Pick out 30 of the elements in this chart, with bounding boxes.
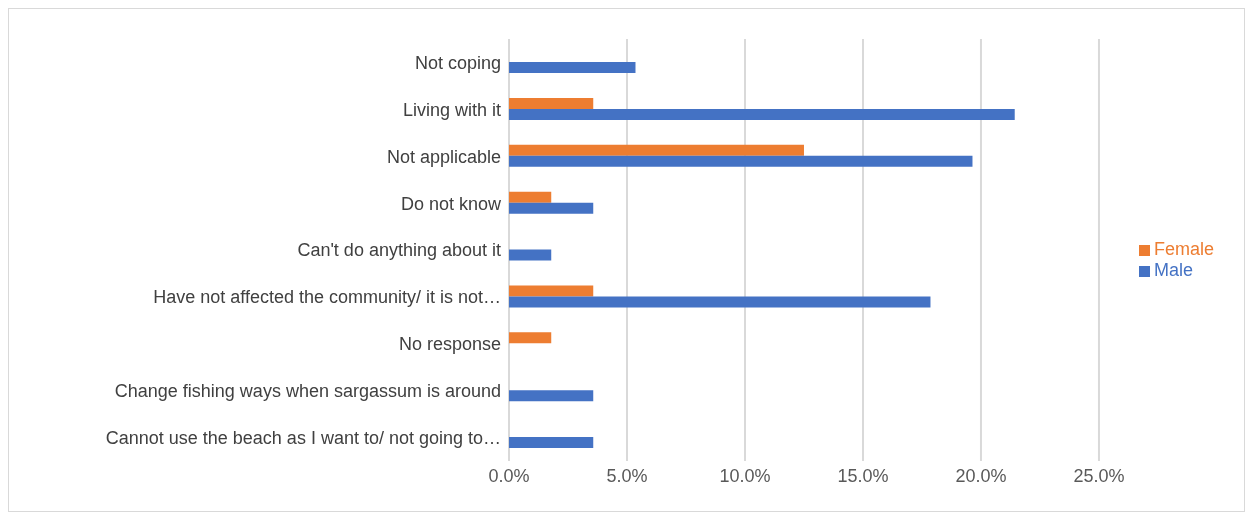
bar [509, 249, 552, 261]
bar [509, 202, 594, 214]
x-tick-label: 15.0% [837, 465, 889, 486]
bar [509, 144, 804, 156]
legend-label: Male [1153, 260, 1193, 280]
y-tick-label: Do not know [400, 193, 502, 214]
bar [509, 62, 636, 73]
y-tick-label: Not applicable [386, 146, 501, 167]
x-tick-label: 10.0% [719, 465, 771, 486]
y-tick-label: Change fishing ways when sargassum is around [114, 381, 501, 402]
y-tick-label: No response [398, 334, 501, 355]
bar [509, 296, 931, 308]
bar [509, 97, 594, 109]
bar [509, 390, 594, 402]
x-tick-label: 0.0% [488, 465, 530, 486]
y-tick-label: Cannot use the beach as I want to/ not going to… [105, 427, 501, 448]
y-tick-label: Have not affected the community/ it is not… [153, 287, 501, 308]
bar [509, 155, 973, 167]
x-tick-label: 25.0% [1073, 465, 1125, 486]
bar [509, 332, 552, 344]
y-tick-label: Can't do anything about it [297, 240, 501, 261]
x-tick-label: 20.0% [955, 465, 1007, 486]
bar [509, 285, 594, 297]
legend-label: Female [1153, 239, 1214, 259]
x-tick-label: 5.0% [606, 465, 648, 486]
y-tick-label: Living with it [402, 99, 501, 120]
bar [509, 437, 594, 449]
y-tick-label: Not coping [414, 52, 501, 73]
bar [509, 191, 552, 203]
bar [509, 108, 1015, 120]
